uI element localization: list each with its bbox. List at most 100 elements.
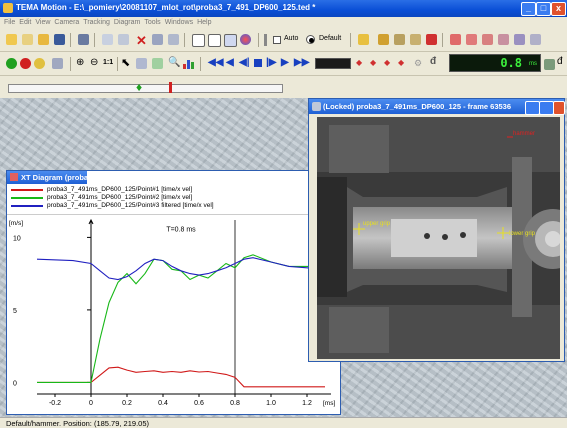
redo-icon[interactable]: [118, 34, 129, 45]
close-button[interactable]: x: [551, 2, 566, 16]
menu-edit[interactable]: Edit: [19, 19, 32, 26]
legend-swatch: [11, 197, 43, 199]
bucket-icon[interactable]: [410, 34, 421, 45]
xt-diagram-window[interactable]: XT Diagram (proba3 proba3_7_491ms_DP600_…: [6, 170, 341, 415]
first-frame-icon[interactable]: ◀◀: [208, 57, 224, 68]
video-title-bar[interactable]: (Locked) proba3_7_491ms_DP600_125 - fram…: [309, 99, 565, 115]
marker-range-icon[interactable]: ◆: [384, 58, 391, 67]
last-frame-icon[interactable]: ▶▶: [294, 57, 310, 68]
camera-icon: [312, 102, 321, 111]
color-wheel-icon[interactable]: [240, 34, 251, 45]
speed-display-icon: [315, 58, 351, 69]
plot-background: [7, 216, 340, 414]
chart-xy-icon[interactable]: [450, 34, 461, 45]
zoom-out-icon[interactable]: ⊖: [90, 57, 99, 68]
y-tick-label: 10: [13, 235, 21, 242]
menu-camera[interactable]: Camera: [54, 19, 80, 26]
maximize-button[interactable]: □: [536, 2, 551, 16]
sync-icon[interactable]: đ: [557, 56, 563, 67]
app-title: TEMA Motion - E:\_pomiery\20081107_mlot_…: [16, 3, 316, 12]
print-icon[interactable]: [78, 34, 89, 45]
copy-icon[interactable]: [152, 34, 163, 45]
xt-chart[interactable]: -0.2 0 0.2 0.4 0.6 0.8 1.0 1.2 0 5 10 [m/s] [ms] T=0.…: [7, 216, 340, 414]
layout-icon[interactable]: [208, 34, 221, 47]
x-tick-label: 0.8: [230, 400, 240, 407]
legend-swatch: [11, 189, 43, 191]
report-icon[interactable]: [530, 34, 541, 45]
zoom-in-icon[interactable]: ⊕: [76, 57, 85, 68]
video-maximize-button[interactable]: [539, 101, 554, 115]
status-text: Default/hammer. Position: (185.79, 219.0…: [6, 419, 149, 428]
point-icon[interactable]: [426, 34, 437, 45]
zoom-window-icon[interactable]: [224, 34, 237, 47]
default-radio[interactable]: [306, 35, 315, 44]
undo-icon[interactable]: [102, 34, 113, 45]
window-icon[interactable]: [192, 34, 205, 47]
zoom-1-1-button[interactable]: 1:1: [103, 59, 114, 66]
y-axis-arrow: [88, 218, 94, 225]
marker-clear-icon[interactable]: ◆: [398, 58, 405, 67]
menu-file[interactable]: File: [4, 19, 16, 26]
series-line-3: [36, 257, 326, 281]
bar-chart-icon[interactable]: [183, 58, 194, 69]
open-folder-icon[interactable]: [38, 34, 49, 45]
auto-checkbox[interactable]: [273, 36, 281, 44]
marker-left-icon[interactable]: ◆: [356, 58, 363, 67]
save-icon[interactable]: [54, 34, 65, 45]
table-icon[interactable]: [514, 34, 525, 45]
status-bar: Default/hammer. Position: (185.79, 219.0…: [0, 417, 567, 428]
chart-vt-icon[interactable]: [498, 34, 509, 45]
y-axis-label: [m/s]: [9, 220, 23, 227]
time-display-value: 0.8: [500, 56, 522, 70]
app-title-bar: TEMA Motion - E:\_pomiery\20081107_mlot_…: [0, 0, 567, 17]
menu-view[interactable]: View: [35, 19, 51, 26]
marker-right-icon[interactable]: ◆: [370, 58, 377, 67]
magnify-icon[interactable]: 🔍: [168, 57, 181, 68]
video-window[interactable]: (Locked) proba3_7_491ms_DP600_125 - fram…: [308, 98, 565, 362]
point-tool-icon[interactable]: [136, 58, 147, 69]
upper-grip-label: upper grip: [363, 221, 391, 227]
menu-tools[interactable]: Tools: [144, 19, 161, 26]
video-minimize-button[interactable]: [525, 101, 540, 115]
menu-help[interactable]: Help: [197, 19, 212, 26]
stop-icon[interactable]: [254, 59, 262, 67]
refresh-icon[interactable]: [52, 58, 63, 69]
menu-tracking[interactable]: Tracking: [83, 19, 110, 26]
play-back-icon[interactable]: ◀|: [239, 57, 250, 68]
prev-step-icon[interactable]: ◀: [226, 57, 234, 68]
chart-xt-icon[interactable]: [466, 34, 477, 45]
pointer-icon[interactable]: ⬉: [121, 57, 131, 69]
menu-windows[interactable]: Windows: [164, 19, 194, 26]
paste-icon[interactable]: [168, 34, 179, 45]
xt-diagram-title: XT Diagram (proba3: [21, 173, 93, 182]
tracking-icon[interactable]: [358, 34, 369, 45]
time-display: 0.8 ms: [449, 54, 541, 72]
play-icon[interactable]: |▶: [266, 57, 277, 68]
lock-icon[interactable]: [544, 59, 555, 70]
settings-icon[interactable]: [22, 34, 33, 45]
timeline-track[interactable]: [8, 84, 283, 93]
minimize-button[interactable]: _: [521, 2, 536, 16]
measure-icon[interactable]: [378, 34, 389, 45]
chart-yt-icon[interactable]: [482, 34, 493, 45]
x-tick-label: 0.2: [122, 400, 132, 407]
new-file-icon[interactable]: [6, 34, 17, 45]
on-icon[interactable]: [6, 58, 17, 69]
search-icon[interactable]: [34, 58, 45, 69]
angle-icon[interactable]: [394, 34, 405, 45]
track-tool-icon[interactable]: [152, 58, 163, 69]
y-tick-label: 5: [13, 308, 17, 315]
off-icon[interactable]: [20, 58, 31, 69]
timeline-start-marker-icon[interactable]: ♦: [136, 80, 143, 94]
toolbar-main: ✕ Auto Default: [0, 28, 567, 52]
video-frame[interactable]: upper grip lower grip hammer: [317, 117, 560, 359]
xt-diagram-title-bar[interactable]: XT Diagram (proba3: [7, 171, 92, 184]
next-step-icon[interactable]: ▶: [281, 57, 289, 68]
video-close-button[interactable]: [553, 101, 565, 115]
legend-label: proba3_7_491ms_DP600_125/Point#2 [time/x…: [47, 194, 193, 201]
delta-icon[interactable]: đ: [430, 56, 437, 67]
delete-icon[interactable]: ✕: [136, 33, 147, 48]
menu-diagram[interactable]: Diagram: [113, 19, 141, 26]
timeline-cursor[interactable]: [169, 82, 172, 93]
toolbar-playback: ⊕ ⊖ 1:1 ⬉ 🔍 ◀◀ ◀ ◀| |▶ ▶ ▶▶ ◆ ◆ ◆ ◆ ⚙ đ …: [0, 52, 567, 76]
